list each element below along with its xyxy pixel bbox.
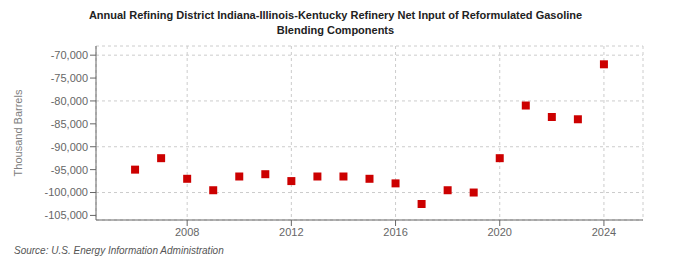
html-text:Annual Refining District India: Annual Refining District Indiana-Illinoi… xyxy=(88,9,583,21)
svg-text:2016: 2016 xyxy=(383,226,407,238)
svg-text:Thousand Barrels: Thousand Barrels xyxy=(12,89,24,176)
svg-text:-95,000: -95,000 xyxy=(51,164,88,176)
svg-text:2020: 2020 xyxy=(487,226,511,238)
svg-text:-70,000: -70,000 xyxy=(51,49,88,61)
svg-text:-80,000: -80,000 xyxy=(51,95,88,107)
svg-text:-90,000: -90,000 xyxy=(51,141,88,153)
svg-text:-100,000: -100,000 xyxy=(45,186,88,198)
html-text:Blending Components: Blending Components xyxy=(276,24,395,36)
svg-text:2012: 2012 xyxy=(279,226,303,238)
svg-text:-85,000: -85,000 xyxy=(51,118,88,130)
svg-text:-75,000: -75,000 xyxy=(51,72,88,84)
svg-text:2008: 2008 xyxy=(175,226,199,238)
svg-text:-105,000: -105,000 xyxy=(45,209,88,221)
html-text:Source: U.S. Energy Informatio: Source: U.S. Energy Information Administ… xyxy=(14,245,224,256)
svg-text:2024: 2024 xyxy=(592,226,616,238)
